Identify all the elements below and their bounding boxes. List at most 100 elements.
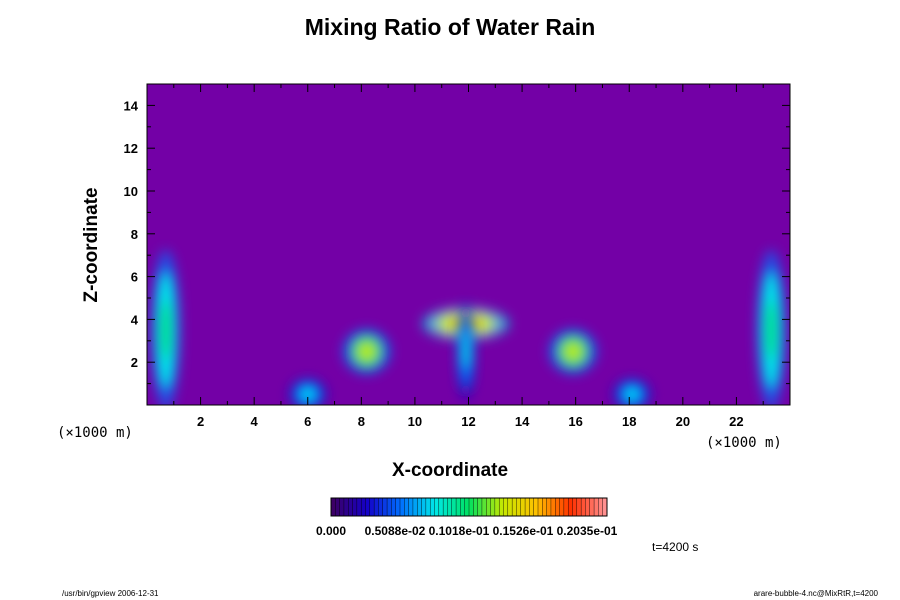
colorbar-cell	[434, 497, 440, 517]
colorbar-cell	[507, 497, 513, 517]
colorbar-cell	[425, 497, 431, 517]
rain-feature-7	[612, 378, 652, 405]
x-tick-label: 16	[568, 414, 582, 429]
colorbar-cell	[386, 497, 392, 517]
colorbar-cell	[589, 497, 595, 517]
colorbar-cell	[576, 497, 582, 517]
rain-feature-6	[288, 378, 328, 405]
colorbar-cell	[473, 497, 479, 517]
colorbar-cell	[516, 497, 522, 517]
y-tick-label: 2	[131, 355, 138, 370]
y-tick-label: 12	[124, 141, 138, 156]
colorbar-label: 0.000	[316, 524, 346, 538]
rain-feature-3	[548, 329, 598, 374]
colorbar-cell	[537, 497, 543, 517]
y-tick-label: 14	[124, 98, 139, 113]
colorbar-cell	[542, 497, 548, 517]
colorbar-cell	[395, 497, 401, 517]
colorbar-cell	[460, 497, 466, 517]
x-tick-label: 18	[622, 414, 636, 429]
y-tick-label: 10	[124, 184, 138, 199]
x-axis-label: X-coordinate	[391, 460, 509, 481]
x-tick-label: 4	[251, 414, 259, 429]
colorbar-cell	[451, 497, 457, 517]
x-unit-label-left: (×1000 m)	[57, 425, 133, 441]
colorbar-label: 0.1018e-01	[429, 524, 490, 538]
colorbar-cell	[356, 497, 362, 517]
x-tick-label: 22	[729, 414, 743, 429]
colorbar-cell	[404, 497, 410, 517]
colorbar-cell	[391, 497, 397, 517]
x-tick-label: 2	[197, 414, 204, 429]
colorbar-cell	[593, 497, 599, 517]
colorbar-cell	[464, 497, 470, 517]
colorbar-cell	[511, 497, 517, 517]
timestamp-label: t=4200 s	[652, 540, 699, 554]
footer-right: arare-bubble-4.nc@MixRtR,t=4200	[753, 589, 878, 598]
x-unit-label-right: (×1000 m)	[706, 435, 782, 451]
colorbar-cell	[580, 497, 586, 517]
y-tick-label: 6	[131, 270, 138, 285]
colorbar-cell	[455, 497, 461, 517]
colorbar-cell	[486, 497, 492, 517]
colorbar-cell	[481, 497, 487, 517]
colorbar-cell	[546, 497, 552, 517]
colorbar-cell	[524, 497, 530, 517]
colorbar-cell	[417, 497, 423, 517]
colorbar-cell	[408, 497, 414, 517]
colorbar-cell	[468, 497, 474, 517]
x-tick-label: 8	[358, 414, 365, 429]
colorbar-cell	[438, 497, 444, 517]
colorbar-cell	[533, 497, 539, 517]
colorbar-cell	[442, 497, 448, 517]
colorbar-cell	[421, 497, 427, 517]
colorbar-label: 0.1526e-01	[493, 524, 554, 538]
colorbar-cell	[498, 497, 505, 517]
chart-title: Mixing Ratio of Water Rain	[304, 14, 596, 40]
colorbar-cell	[563, 497, 569, 517]
colorbar-cell	[567, 497, 574, 517]
colorbar-frame	[330, 497, 608, 517]
rain-feature-5	[456, 303, 476, 400]
x-tick-label: 14	[515, 414, 530, 429]
colorbar-label: 0.5088e-02	[365, 524, 426, 538]
colorbar-cell	[412, 497, 418, 517]
footer-left: /usr/bin/gpview 2006-12-31	[62, 589, 159, 598]
colorbar-cell	[572, 497, 578, 517]
colorbar-cell	[520, 497, 526, 517]
colorbar-cell	[477, 497, 483, 517]
colorbar-cell	[369, 497, 375, 517]
colorbar-cell	[585, 497, 591, 517]
rain-feature-1	[756, 249, 786, 405]
y-axis-label: Z-coordinate	[81, 187, 102, 303]
rain-feature-0	[151, 249, 181, 405]
colorbar-cell	[339, 497, 345, 517]
colorbar-cell	[382, 497, 388, 517]
x-tick-label: 10	[408, 414, 422, 429]
colorbar-cell	[529, 497, 535, 517]
colorbar-cell	[378, 497, 384, 517]
colorbar-cell	[559, 497, 565, 517]
colorbar-cell	[343, 497, 349, 517]
colorbar-cell	[447, 497, 453, 517]
colorbar-cell	[598, 497, 604, 517]
colorbar-cell	[335, 497, 341, 517]
colorbar-cell	[490, 497, 496, 517]
x-tick-label: 12	[461, 414, 475, 429]
y-tick-label: 4	[131, 312, 139, 327]
x-tick-label: 6	[304, 414, 311, 429]
colorbar-cell	[373, 497, 379, 517]
colorbar-cell	[360, 497, 367, 517]
colorbar-label: 0.2035e-01	[557, 524, 618, 538]
colorbar-cell	[429, 497, 436, 517]
rain-feature-2	[342, 329, 391, 374]
colorbar-cell	[399, 497, 405, 517]
x-tick-label: 20	[676, 414, 690, 429]
colorbar-cell	[555, 497, 561, 517]
colorbar-cell	[348, 497, 354, 517]
colorbar-cell	[550, 497, 556, 517]
colorbar-cell	[494, 497, 500, 517]
colorbar-cell	[365, 497, 371, 517]
colorbar-cell	[352, 497, 358, 517]
